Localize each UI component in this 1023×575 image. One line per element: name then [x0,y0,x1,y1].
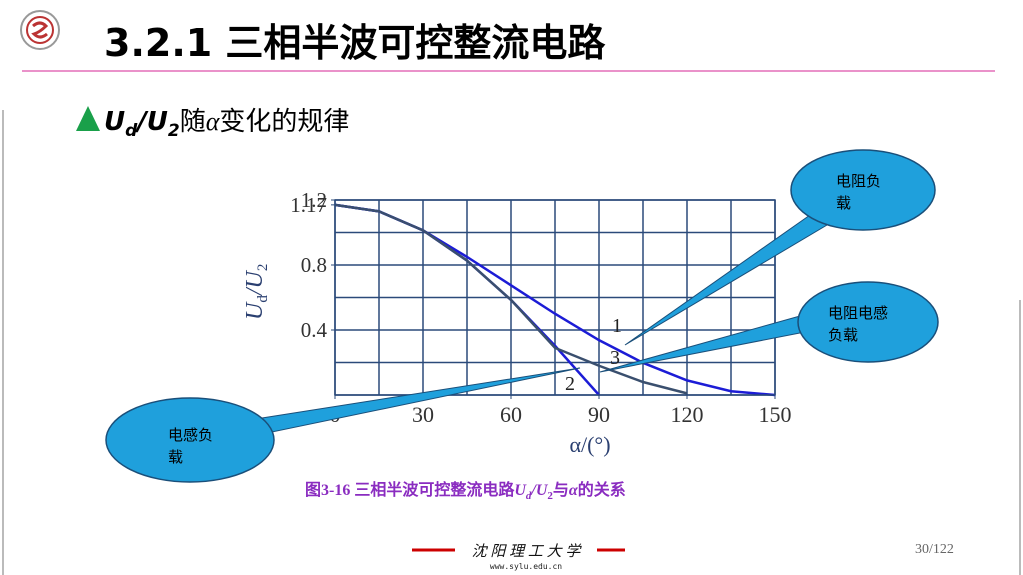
chart: 0.40.81.171.20306090120150123 [290,188,791,427]
bullet [76,106,100,131]
slide-title: 3.2.1 三相半波可控整流电路 [104,21,606,65]
x-tick-label: 90 [588,402,610,427]
series-label: 1 [612,315,622,337]
logo [20,10,60,50]
caption-part: 与 [553,481,569,499]
caption-part: α [569,482,579,499]
heading-part: 变化的规律 [219,107,349,137]
callout: 电感负 载 [105,367,581,483]
heading-part: U [104,107,125,137]
series-label: 3 [610,347,620,369]
y-tick-label: 0.8 [301,253,327,277]
plot-frame [334,199,776,396]
x-tick-label: 120 [671,402,704,427]
heading-part: α [206,107,221,136]
callout-line: 载 [836,194,851,212]
y-label-part: d [255,295,271,303]
caption-part: /U [530,482,548,499]
footer-url: www.sylu.edu.cn [490,562,562,571]
caption: 图3-16 三相半波可控整流电路Ud/U2与α的关系 [305,480,626,502]
y-label-part: U [242,301,268,320]
x-tick-label: 150 [759,402,792,427]
caption-part: d [526,490,532,502]
heading-part: 2 [168,121,180,141]
y-tick-label: 1.17 [290,193,327,217]
callout: 电阻负 载 [624,149,936,346]
heading: Ud/U2随α变化的规律 [104,107,349,141]
callout: 电阻电感 负载 [599,281,939,373]
caption-part: 2 [547,490,553,502]
series-line [334,203,688,395]
callout-line: 电阻电感 [828,304,888,322]
heading-part: 随 [180,107,206,137]
y-tick-label: 0.4 [301,318,328,342]
y-tick-label: 1.2 [301,188,327,212]
page-number: 30/122 [915,542,954,557]
caption-part: 的关系 [578,480,626,499]
series-label: 2 [565,373,575,395]
heading-part: d [125,121,138,141]
heading-part: /U [134,107,168,137]
callout-line: 负载 [828,326,858,344]
y-axis-label: Ud/U2 [242,264,271,320]
callout-line: 电阻负 [836,172,881,190]
y-label-part: 2 [255,264,271,272]
x-tick-label: 60 [500,402,522,427]
y-label-part: /U [242,269,268,297]
callout-line: 电感负 [168,426,213,444]
caption-part: 图3-16 三相半波可控整流电路 [305,480,515,499]
x-tick-label: 30 [412,402,434,427]
footer-school: 沈 阳 理 工 大 学 [472,543,583,560]
caption-part: U [514,482,527,499]
x-axis-label: α/(°) [569,432,610,457]
callout-line: 载 [168,448,183,466]
